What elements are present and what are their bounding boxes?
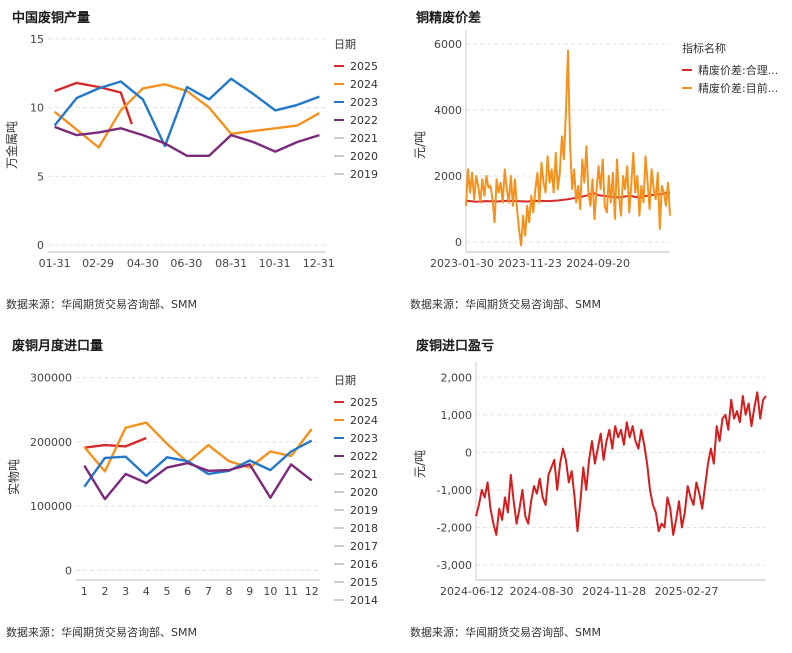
x-tick-label: 7: [205, 585, 212, 598]
production-line-chart: 15 10 5 0 01-31 02-29 04-30 06-30 08-31 10-31 12-3…: [4, 33, 378, 270]
x-tick-label: 1: [81, 585, 88, 598]
x-tick-label: 5: [163, 585, 170, 598]
y-tick-label: -1,000: [437, 484, 472, 497]
x-tick-label: 2025-02-27: [655, 585, 719, 598]
x-tick-label: 10-31: [259, 257, 291, 270]
x-tick-label: 4: [143, 585, 150, 598]
production-chart-panel: 中国废铜产量 15 10 5 0 01-31 02-29 04-30 06-30 08-31 10…: [0, 0, 396, 326]
legend-item: 2022: [350, 114, 378, 127]
chart-title: 铜精废价差: [416, 11, 482, 26]
x-tick-label: 8: [226, 585, 233, 598]
x-tick-label: 11: [284, 585, 298, 598]
chart-title: 废铜进口盈亏: [416, 339, 495, 354]
x-tick-label: 2023-01-30: [430, 257, 494, 270]
legend-item: 2014: [350, 594, 378, 607]
x-tick-label: 6: [184, 585, 191, 598]
chart-title: 废铜月度进口量: [12, 339, 104, 354]
import-profit-line-chart: 2,000 1,000 0 -1,000 -2,000 -3,000 2024-06-12 2…: [413, 362, 767, 598]
y-tick-label: 0: [465, 446, 472, 459]
spread-chart-panel: 铜精废价差 6000 4000 2000 0 2023-01-30 2023-11-23 2…: [396, 0, 792, 326]
legend-item: 2024: [350, 414, 378, 427]
y-tick-label: 10: [30, 102, 44, 115]
data-source: 数据来源：华闻期货交易咨询部、SMM: [6, 298, 197, 311]
series-line-2023: [83, 439, 313, 488]
y-tick-label: 300000: [30, 372, 72, 385]
x-tick-label: 04-30: [127, 257, 159, 270]
x-tick-label: 08-31: [215, 257, 247, 270]
import-profit-chart-panel: 废铜进口盈亏 2,000 1,000 0 -1,000 -2,000 -3,000 2024…: [396, 326, 792, 653]
legend-item: 2021: [350, 132, 378, 145]
legend-item: 精废价差:目前...: [698, 81, 778, 95]
y-tick-label: 2000: [434, 170, 462, 183]
y-tick-label: 15: [30, 33, 44, 46]
import-volume-chart-panel: 废铜月度进口量 300000 200000 100000 0 1 2 3 4 5 6 7 8 9 10 11…: [0, 326, 396, 653]
series-line-2024: [83, 421, 313, 473]
legend-item: 2019: [350, 504, 378, 517]
legend-item: 2021: [350, 468, 378, 481]
y-axis-label: 实物吨: [6, 459, 21, 495]
legend-item: 2017: [350, 540, 378, 553]
y-axis-label: 万金属吨: [4, 121, 19, 169]
legend-title: 日期: [334, 38, 356, 51]
y-tick-label: 0: [37, 239, 44, 252]
legend-item: 2018: [350, 522, 378, 535]
legend-item: 2023: [350, 96, 378, 109]
y-tick-label: 0: [455, 236, 462, 249]
x-tick-label: 2024-06-12: [440, 585, 504, 598]
y-axis-label: 元/吨: [413, 450, 427, 478]
y-tick-label: 0: [65, 564, 72, 577]
legend-item: 2020: [350, 486, 378, 499]
x-tick-label: 2024-09-20: [566, 257, 630, 270]
legend-item: 2024: [350, 78, 378, 91]
y-tick-label: -2,000: [437, 521, 472, 534]
x-tick-label: 9: [246, 585, 253, 598]
spread-line-chart: 6000 4000 2000 0 2023-01-30 2023-11-23 2024-09…: [413, 30, 778, 270]
series-line-2022: [54, 125, 320, 158]
y-tick-label: 5: [37, 170, 44, 183]
legend-item: 2022: [350, 450, 378, 463]
x-tick-label: 02-29: [82, 257, 114, 270]
legend-item: 2019: [350, 168, 378, 181]
series-line-2024: [53, 83, 320, 149]
chart-title: 中国废铜产量: [12, 11, 91, 26]
series-line-2023: [53, 77, 320, 148]
x-tick-label: 2: [101, 585, 108, 598]
y-tick-label: -3,000: [437, 559, 472, 572]
legend-item: 2020: [350, 150, 378, 163]
y-tick-label: 4000: [434, 104, 462, 117]
legend-item: 2016: [350, 558, 378, 571]
legend-item: 2025: [350, 396, 378, 409]
x-tick-label: 2023-11-23: [498, 257, 562, 270]
legend-item: 2025: [350, 60, 378, 73]
y-tick-label: 200000: [30, 436, 72, 449]
legend-title: 日期: [334, 374, 356, 387]
y-tick-label: 100000: [30, 500, 72, 513]
y-axis-label: 元/吨: [413, 131, 427, 159]
y-tick-label: 2,000: [441, 371, 473, 384]
x-tick-label: 01-31: [39, 257, 71, 270]
x-tick-label: 10: [263, 585, 277, 598]
data-source: 数据来源：华闻期货交易咨询部、SMM: [410, 626, 601, 639]
x-tick-label: 2024-11-28: [582, 585, 646, 598]
x-tick-label: 2024-08-30: [510, 585, 574, 598]
data-source: 数据来源：华闻期货交易咨询部、SMM: [410, 298, 601, 311]
x-tick-label: 12-31: [303, 257, 335, 270]
legend-item: 2015: [350, 576, 378, 589]
data-source: 数据来源：华闻期货交易咨询部、SMM: [6, 626, 197, 639]
y-tick-label: 6000: [434, 38, 462, 51]
series-line-2025: [54, 81, 133, 125]
series-line-2022: [83, 461, 313, 501]
x-tick-label: 3: [122, 585, 129, 598]
series-line-废铜进口盈亏: [475, 391, 767, 536]
x-tick-label: 12: [305, 585, 319, 598]
series-line-精废价差:目前价差: [465, 49, 671, 247]
y-tick-label: 1,000: [441, 409, 473, 422]
x-tick-label: 06-30: [170, 257, 202, 270]
legend-title: 指标名称: [682, 41, 726, 55]
legend-item: 2023: [350, 432, 378, 445]
series-line-2025: [84, 436, 147, 449]
legend-item: 精废价差:合理...: [698, 63, 778, 77]
